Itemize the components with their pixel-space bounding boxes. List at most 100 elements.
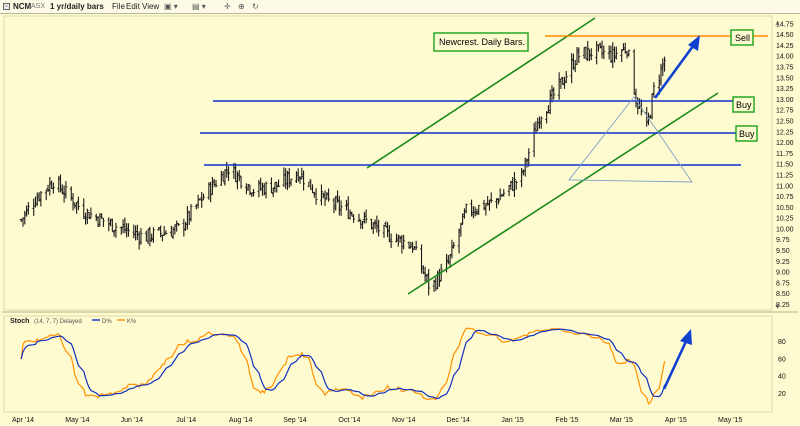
price-bar — [550, 85, 554, 103]
price-bar — [327, 188, 331, 202]
price-bar — [427, 268, 431, 296]
price-bar — [584, 46, 588, 60]
price-tick-label: 14.00 — [776, 54, 794, 61]
zoom-icon[interactable]: ⊕ — [238, 2, 245, 11]
price-bar — [434, 277, 438, 291]
stoch-params[interactable]: (14, 7, 7) Delayed — [34, 319, 82, 325]
stoch-title: Stoch — [10, 318, 29, 325]
stoch-arrow-line — [662, 336, 690, 390]
price-tick-label: 10.25 — [776, 216, 794, 223]
stoch-panel-frame — [3, 315, 773, 413]
price-bar — [132, 224, 136, 239]
date-tick-label: Jan '15 — [501, 417, 523, 424]
price-bar — [64, 181, 68, 199]
window-icon[interactable]: ▫ — [3, 3, 10, 10]
price-bar — [407, 241, 411, 249]
buy-label-lower: Buy — [735, 125, 758, 142]
price-bar — [482, 199, 486, 211]
price-tick-label: 11.00 — [776, 183, 793, 190]
price-bar — [244, 183, 248, 195]
price-bar — [539, 116, 543, 129]
date-x-axis: Apr '14 May '14 Jun '14 Jul '14 Aug '14 Sep '… — [12, 417, 742, 424]
price-bar — [307, 181, 311, 188]
price-bar — [348, 209, 352, 220]
stoch-tick-label: 80 — [778, 339, 786, 346]
price-bar — [457, 228, 461, 254]
price-bar — [319, 184, 323, 206]
settings-icon[interactable]: ▤ ▾ — [192, 2, 206, 11]
price-bar — [173, 224, 177, 235]
price-bar — [257, 179, 261, 198]
price-tick-label: 13.75 — [776, 65, 794, 72]
price-bar — [121, 219, 125, 234]
price-tick-label: 14.25 — [776, 43, 794, 50]
price-bar — [75, 202, 79, 214]
price-bar — [44, 189, 48, 201]
date-tick-label: Apr '15 — [665, 417, 687, 424]
price-bar — [627, 49, 631, 57]
price-bar — [264, 181, 268, 199]
price-bar — [134, 225, 138, 241]
price-bar — [570, 53, 574, 84]
price-bar — [123, 217, 127, 234]
price-bar — [39, 191, 43, 207]
crosshair-icon[interactable]: ✛ — [224, 2, 231, 11]
price-bar — [382, 224, 386, 238]
price-arrow-line — [653, 41, 698, 99]
arrow-up-icon — [688, 35, 700, 51]
menu-file[interactable]: File — [112, 2, 125, 11]
price-bar — [321, 192, 325, 199]
price-tick-label: 12.50 — [776, 118, 794, 125]
price-bar — [496, 198, 500, 205]
price-bar — [395, 233, 399, 243]
legend-d-label: D% — [102, 319, 112, 325]
price-bar — [194, 204, 198, 210]
date-tick-label: Jun '14 — [121, 417, 143, 424]
price-bar — [196, 194, 200, 209]
price-bar — [277, 179, 281, 187]
price-bar — [487, 200, 491, 211]
scroll-down-icon[interactable]: ▼ — [774, 304, 781, 311]
stoch-tick-label: 40 — [778, 374, 786, 381]
price-bar — [284, 168, 288, 189]
price-bar — [386, 222, 390, 238]
price-bar — [600, 40, 604, 59]
price-bar — [184, 221, 188, 231]
price-bar — [214, 179, 218, 188]
price-bar — [282, 167, 286, 187]
price-bar — [252, 188, 256, 197]
channel-lower-line — [407, 92, 719, 295]
price-bar — [527, 148, 531, 167]
price-bar — [352, 214, 356, 223]
price-bar — [89, 207, 93, 219]
symbol-label[interactable]: NCM — [13, 2, 32, 11]
price-bar — [596, 44, 600, 52]
stochastic-lines — [20, 327, 666, 405]
price-bar — [396, 234, 400, 247]
price-bar — [221, 171, 225, 182]
draw-tools-icon[interactable]: ▣ ▾ — [164, 2, 178, 11]
price-bar — [384, 221, 388, 227]
refresh-icon[interactable]: ↻ — [252, 2, 259, 11]
price-bar — [85, 208, 89, 225]
price-bar — [575, 46, 579, 65]
price-bar — [164, 230, 168, 235]
chart-title-box: Newcrest. Daily Bars. — [433, 32, 529, 52]
menu-view[interactable]: View — [142, 2, 160, 11]
price-bar — [227, 166, 231, 181]
menu-edit[interactable]: Edit — [126, 2, 140, 11]
buy-label-lower-text: Buy — [739, 129, 755, 139]
date-tick-label: Feb '15 — [555, 417, 578, 424]
price-bar — [176, 223, 180, 226]
price-bar — [32, 198, 36, 216]
price-bar — [607, 45, 611, 60]
price-bar — [464, 203, 468, 214]
scroll-up-icon[interactable]: ▲ — [774, 20, 781, 27]
price-bar — [234, 163, 238, 182]
price-tick-label: 12.25 — [776, 129, 794, 136]
price-bar — [171, 226, 175, 239]
timeframe-selector[interactable]: 1 yr/daily bars — [50, 2, 104, 11]
price-bar — [185, 206, 189, 230]
price-bar — [552, 87, 556, 100]
